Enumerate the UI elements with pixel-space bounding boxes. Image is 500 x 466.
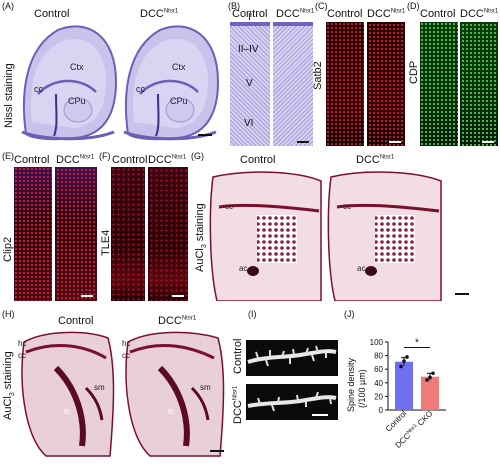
chart-significance-star: * (415, 337, 419, 348)
panel-f-col1-title: Control (112, 154, 148, 166)
panel-i-label: (I) (248, 309, 257, 319)
chart-data-point (431, 371, 435, 376)
panel-j-label: (J) (344, 309, 355, 319)
panel-b-col1-title: Control (232, 8, 268, 20)
panel-a-dcc-image: Ctx cc CPu (123, 25, 220, 141)
panel-e-col2-title: DCCNtsr1 (56, 154, 95, 166)
panel-e-col1-title: Control (14, 154, 50, 166)
panel-e-ylabel: Clip2 (2, 236, 14, 262)
chart-data-point (402, 359, 406, 363)
layer-label-3: V (246, 78, 253, 89)
panel-h-col2-title: DCCNtsr1 (158, 315, 197, 327)
panel-i-control-image (246, 340, 338, 376)
chart-y-tick-label: 60 (374, 365, 383, 374)
chart-y-tick-label: 80 (374, 352, 383, 361)
panel-i-dcc-image (246, 384, 338, 420)
chart-y-tick-label: 40 (374, 379, 383, 388)
panel-g-ac-label: ac (239, 264, 247, 273)
panel-h-label: (H) (2, 309, 15, 319)
layer-label-1: I (248, 12, 251, 23)
chart-y-axis-unit: (/100 µm) (357, 369, 367, 408)
panel-h-col1-title: Control (58, 315, 94, 327)
panel-f-col2-title: DCCNtsr1 (148, 154, 187, 166)
panel-b-col2-title: DCCNtsr1 (276, 8, 315, 20)
panel-d-dcc-image (460, 22, 498, 146)
panel-g-cc-label: cc (225, 202, 233, 211)
panel-d-ylabel: CDP (408, 60, 420, 84)
chart-data-point (399, 364, 403, 369)
chart-bar (421, 376, 439, 410)
panel-h-ic-label: ic (64, 407, 70, 416)
chart-y-axis-label: Spine density (346, 357, 356, 412)
chart-x-tick-label: Control (384, 409, 409, 434)
panel-e-control-image (14, 167, 52, 301)
panel-h-cc-label: cc (18, 351, 26, 360)
panel-c-col1-title: Control (327, 8, 363, 20)
panel-a-col1-title: Control (34, 8, 70, 20)
panel-h-dcc-image: hc cc ic sm (122, 331, 225, 457)
panel-a-cc-label-2: cc (136, 84, 146, 94)
layer-label-4: VI (244, 118, 254, 129)
panel-g-col1-title: Control (240, 154, 276, 166)
panel-e-label: (E) (2, 151, 14, 161)
panel-f-label: (F) (99, 151, 111, 161)
panel-a-control-image: Ctx cc CPu (21, 25, 118, 141)
panel-g-cc-label-2: cc (343, 202, 351, 211)
spine-density-chart: Spine density (/100 µm) 0 20 40 60 80 100 * Con… (346, 337, 446, 450)
panel-d-control-image (420, 22, 458, 146)
panel-a-cpu-label-2: CPu (170, 96, 188, 106)
panel-d-label: (D) (407, 1, 420, 11)
panel-a-ctx-label: Ctx (70, 62, 84, 72)
panel-h-control-image: hc cc ic sm (18, 331, 115, 457)
panel-a-ylabel: Nissl staining (3, 63, 15, 128)
chart-y-tick-label: 0 (379, 406, 384, 415)
panel-h-hc-label-2: hc (122, 339, 130, 348)
layer-label-2: II–IV (238, 44, 259, 55)
panel-b-label: (B) (228, 1, 240, 11)
panel-b-dcc-image (273, 22, 313, 146)
panel-g-label: (G) (191, 151, 204, 161)
panel-g-col2-title: DCCNtsr1 (356, 154, 395, 166)
chart-data-point (425, 378, 429, 382)
panel-a-col2-title: DCCNtsr1 (140, 8, 179, 20)
panel-f-dcc-image (148, 167, 188, 301)
panel-f-control-image (111, 167, 145, 301)
panel-i-row2-label: DCCNtsr1 (232, 385, 244, 424)
panel-c-control-image (326, 22, 364, 146)
panel-h-ic-label-2: ic (168, 407, 174, 416)
panel-a-cc-label: cc (34, 84, 44, 94)
panel-h-ylabel: AuCl3 staining (2, 351, 17, 420)
panel-g-scalebar (455, 293, 469, 295)
panel-g-ac-label-2: ac (357, 264, 365, 273)
panel-d-col1-title: Control (420, 8, 456, 20)
panel-c-dcc-image (367, 22, 405, 146)
panel-c-col2-title: DCCNtsr1 (367, 8, 406, 20)
chart-data-point (428, 375, 432, 380)
panel-d-col2-title: DCCNtsr1 (460, 8, 499, 20)
panel-a-label: (A) (2, 1, 14, 11)
chart-y-tick-label: 20 (374, 392, 383, 401)
panel-b-control-image (230, 22, 270, 146)
panel-a-cpu-label: CPu (68, 96, 86, 106)
panel-h-sm-label: sm (94, 383, 105, 392)
panel-h-cc-label-2: cc (122, 351, 130, 360)
chart-data-point (405, 355, 409, 359)
panel-e-dcc-image (55, 167, 97, 301)
panel-h-hc-label: hc (18, 339, 26, 348)
panel-a-ctx-label-2: Ctx (172, 62, 186, 72)
panel-i-row1-label: Control (232, 338, 244, 374)
panel-g-control-image: cc ac (207, 167, 322, 301)
panel-c-label: (C) (315, 1, 328, 11)
chart-bar (395, 361, 413, 410)
panel-h-sm-label-2: sm (200, 383, 211, 392)
panel-g-dcc-image: cc ac (325, 167, 443, 301)
chart-y-tick-label: 100 (370, 338, 384, 347)
panel-c-ylabel: Satb2 (312, 61, 324, 90)
